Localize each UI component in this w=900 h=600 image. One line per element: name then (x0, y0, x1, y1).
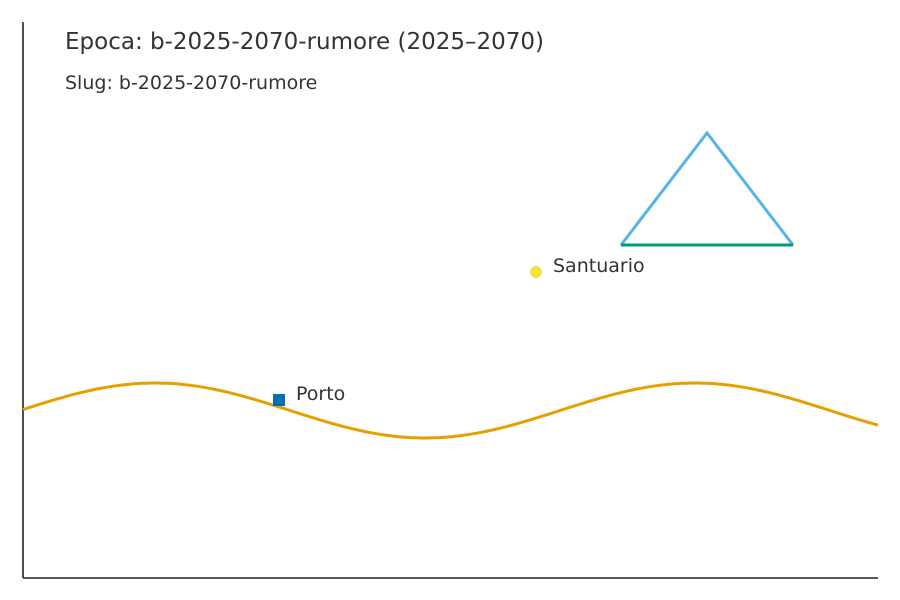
port-marker (273, 394, 285, 406)
sanctuary-marker (530, 266, 542, 278)
map-title: Epoca: b-2025-2070-rumore (2025–2070) (65, 29, 544, 55)
sanctuary-label: Santuario (553, 255, 645, 277)
port-label: Porto (296, 383, 345, 405)
mountain-slopes (619, 130, 795, 246)
map-subtitle: Slug: b-2025-2070-rumore (65, 72, 317, 94)
river-line (22, 381, 879, 440)
